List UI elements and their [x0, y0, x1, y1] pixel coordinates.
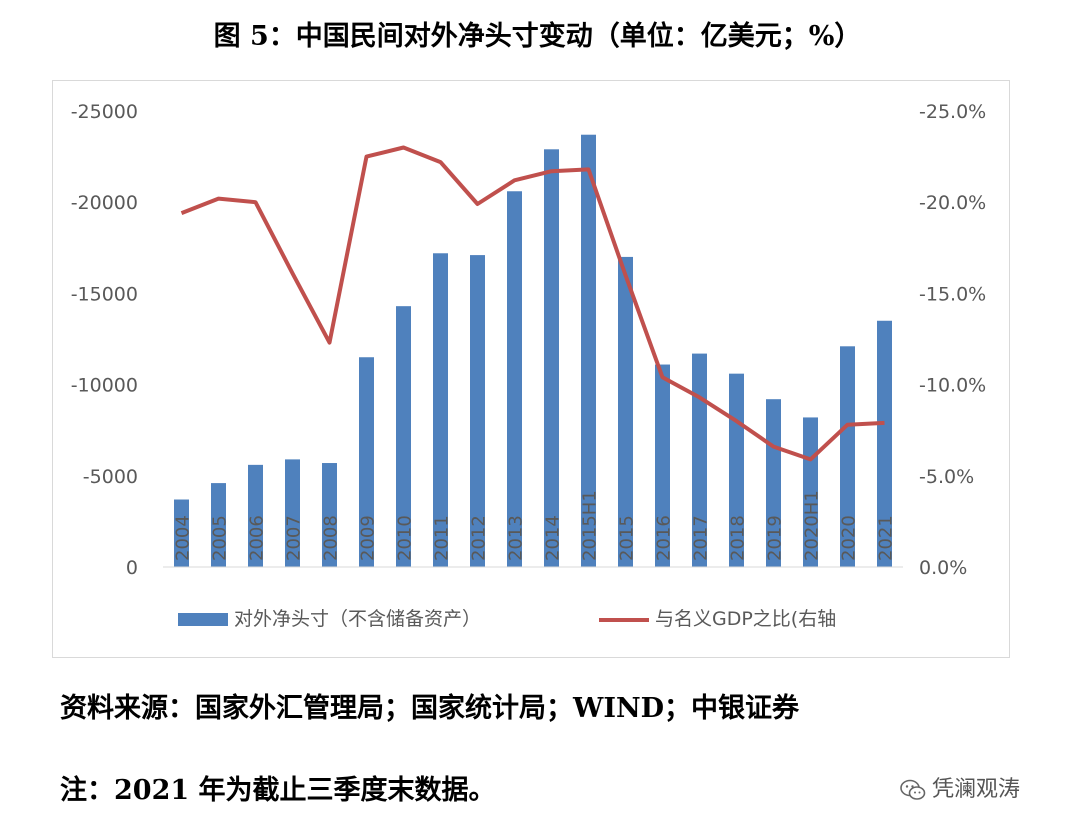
y-right-tick-label: -15.0%	[919, 283, 986, 305]
bar-2012	[470, 255, 485, 567]
wechat-icon	[900, 779, 926, 800]
bar-2007	[285, 459, 300, 567]
x-tick-label: 2013	[506, 515, 527, 561]
x-tick-label: 2021	[876, 515, 897, 561]
bar-2021	[877, 320, 892, 567]
x-tick-label: 2010	[395, 515, 416, 561]
bar-2017	[692, 353, 707, 567]
y-right-tick-label: 0.0%	[919, 557, 967, 579]
legend-line-label: 与名义GDP之比(右轴	[655, 608, 836, 630]
x-tick-label: 2007	[284, 515, 305, 561]
source-note: 资料来源：国家外汇管理局；国家统计局；WIND；中银证券	[60, 693, 800, 724]
y-right-tick-label: -10.0%	[919, 375, 986, 397]
x-tick-label: 2004	[173, 515, 194, 561]
bar-2009	[359, 357, 374, 567]
x-tick-label: 2017	[691, 515, 712, 561]
bar-2015H1	[581, 134, 596, 567]
x-tick-label: 2020	[839, 515, 860, 561]
legend-bar-swatch	[178, 613, 228, 626]
y-right-tick-labels: -25.0% -20.0% -15.0% -10.0% -5.0% 0.0%	[919, 101, 986, 579]
chart-area: 2004 2005 2006 2007 2008 2009 2010 2011 2012 2013…	[52, 80, 1010, 658]
x-tick-label: 2006	[247, 515, 268, 561]
y-right-tick-label: -25.0%	[919, 101, 986, 123]
x-tick-label: 2005	[210, 515, 231, 561]
bar-2020	[840, 346, 855, 567]
x-tick-label: 2020H1	[802, 490, 823, 561]
y-left-tick-labels: -25000 -20000 -15000 -10000 -5000 0	[71, 101, 138, 579]
y-left-tick-label: -5000	[83, 466, 138, 488]
bar-2011	[433, 253, 448, 567]
x-tick-label: 2019	[765, 515, 786, 561]
x-tick-label: 2009	[358, 515, 379, 561]
chart-svg: 2004 2005 2006 2007 2008 2009 2010 2011 2012 2013…	[71, 101, 987, 630]
x-tick-label: 2008	[321, 515, 342, 561]
bars-layer	[174, 134, 892, 568]
bar-2019	[766, 399, 781, 567]
x-tick-labels: 2004 2005 2006 2007 2008 2009 2010 2011 2012 2013…	[173, 490, 897, 561]
bar-2013	[507, 191, 522, 568]
bar-2016	[655, 364, 670, 567]
y-right-tick-label: -20.0%	[919, 192, 986, 214]
y-left-tick-label: -15000	[71, 283, 138, 305]
x-tick-label: 2015	[617, 515, 638, 561]
gdp-ratio-line	[180, 145, 885, 462]
legend: 对外净头寸（不含储备资产） 与名义GDP之比(右轴	[178, 608, 836, 630]
x-tick-label: 2014	[543, 515, 564, 561]
bar-2006	[248, 464, 263, 567]
chart-title: 图 5：中国民间对外净头寸变动（单位：亿美元；%）	[213, 21, 862, 52]
x-tick-label: 2018	[728, 515, 749, 561]
y-left-tick-label: 0	[126, 557, 138, 579]
x-tick-label: 2012	[469, 515, 490, 561]
bar-2004	[174, 499, 189, 567]
y-left-tick-label: -20000	[71, 192, 138, 214]
bar-2015	[618, 256, 633, 567]
line-layer	[180, 145, 885, 462]
y-left-tick-label: -25000	[71, 101, 138, 123]
legend-bar-label: 对外净头寸（不含储备资产）	[234, 608, 481, 630]
bar-2005	[211, 483, 226, 567]
y-right-tick-label: -5.0%	[919, 466, 974, 488]
y-left-tick-label: -10000	[71, 375, 138, 397]
bar-2010	[396, 306, 411, 567]
x-tick-label: 2016	[654, 515, 675, 561]
footnote: 注：2021 年为截止三季度末数据。	[60, 775, 496, 806]
watermark: 凭澜观涛	[900, 771, 1020, 803]
bar-2008	[322, 463, 337, 567]
x-tick-label: 2011	[432, 515, 453, 561]
x-tick-label: 2015H1	[580, 490, 601, 561]
bar-2014	[544, 149, 559, 567]
watermark-text: 凭澜观涛	[932, 777, 1021, 802]
